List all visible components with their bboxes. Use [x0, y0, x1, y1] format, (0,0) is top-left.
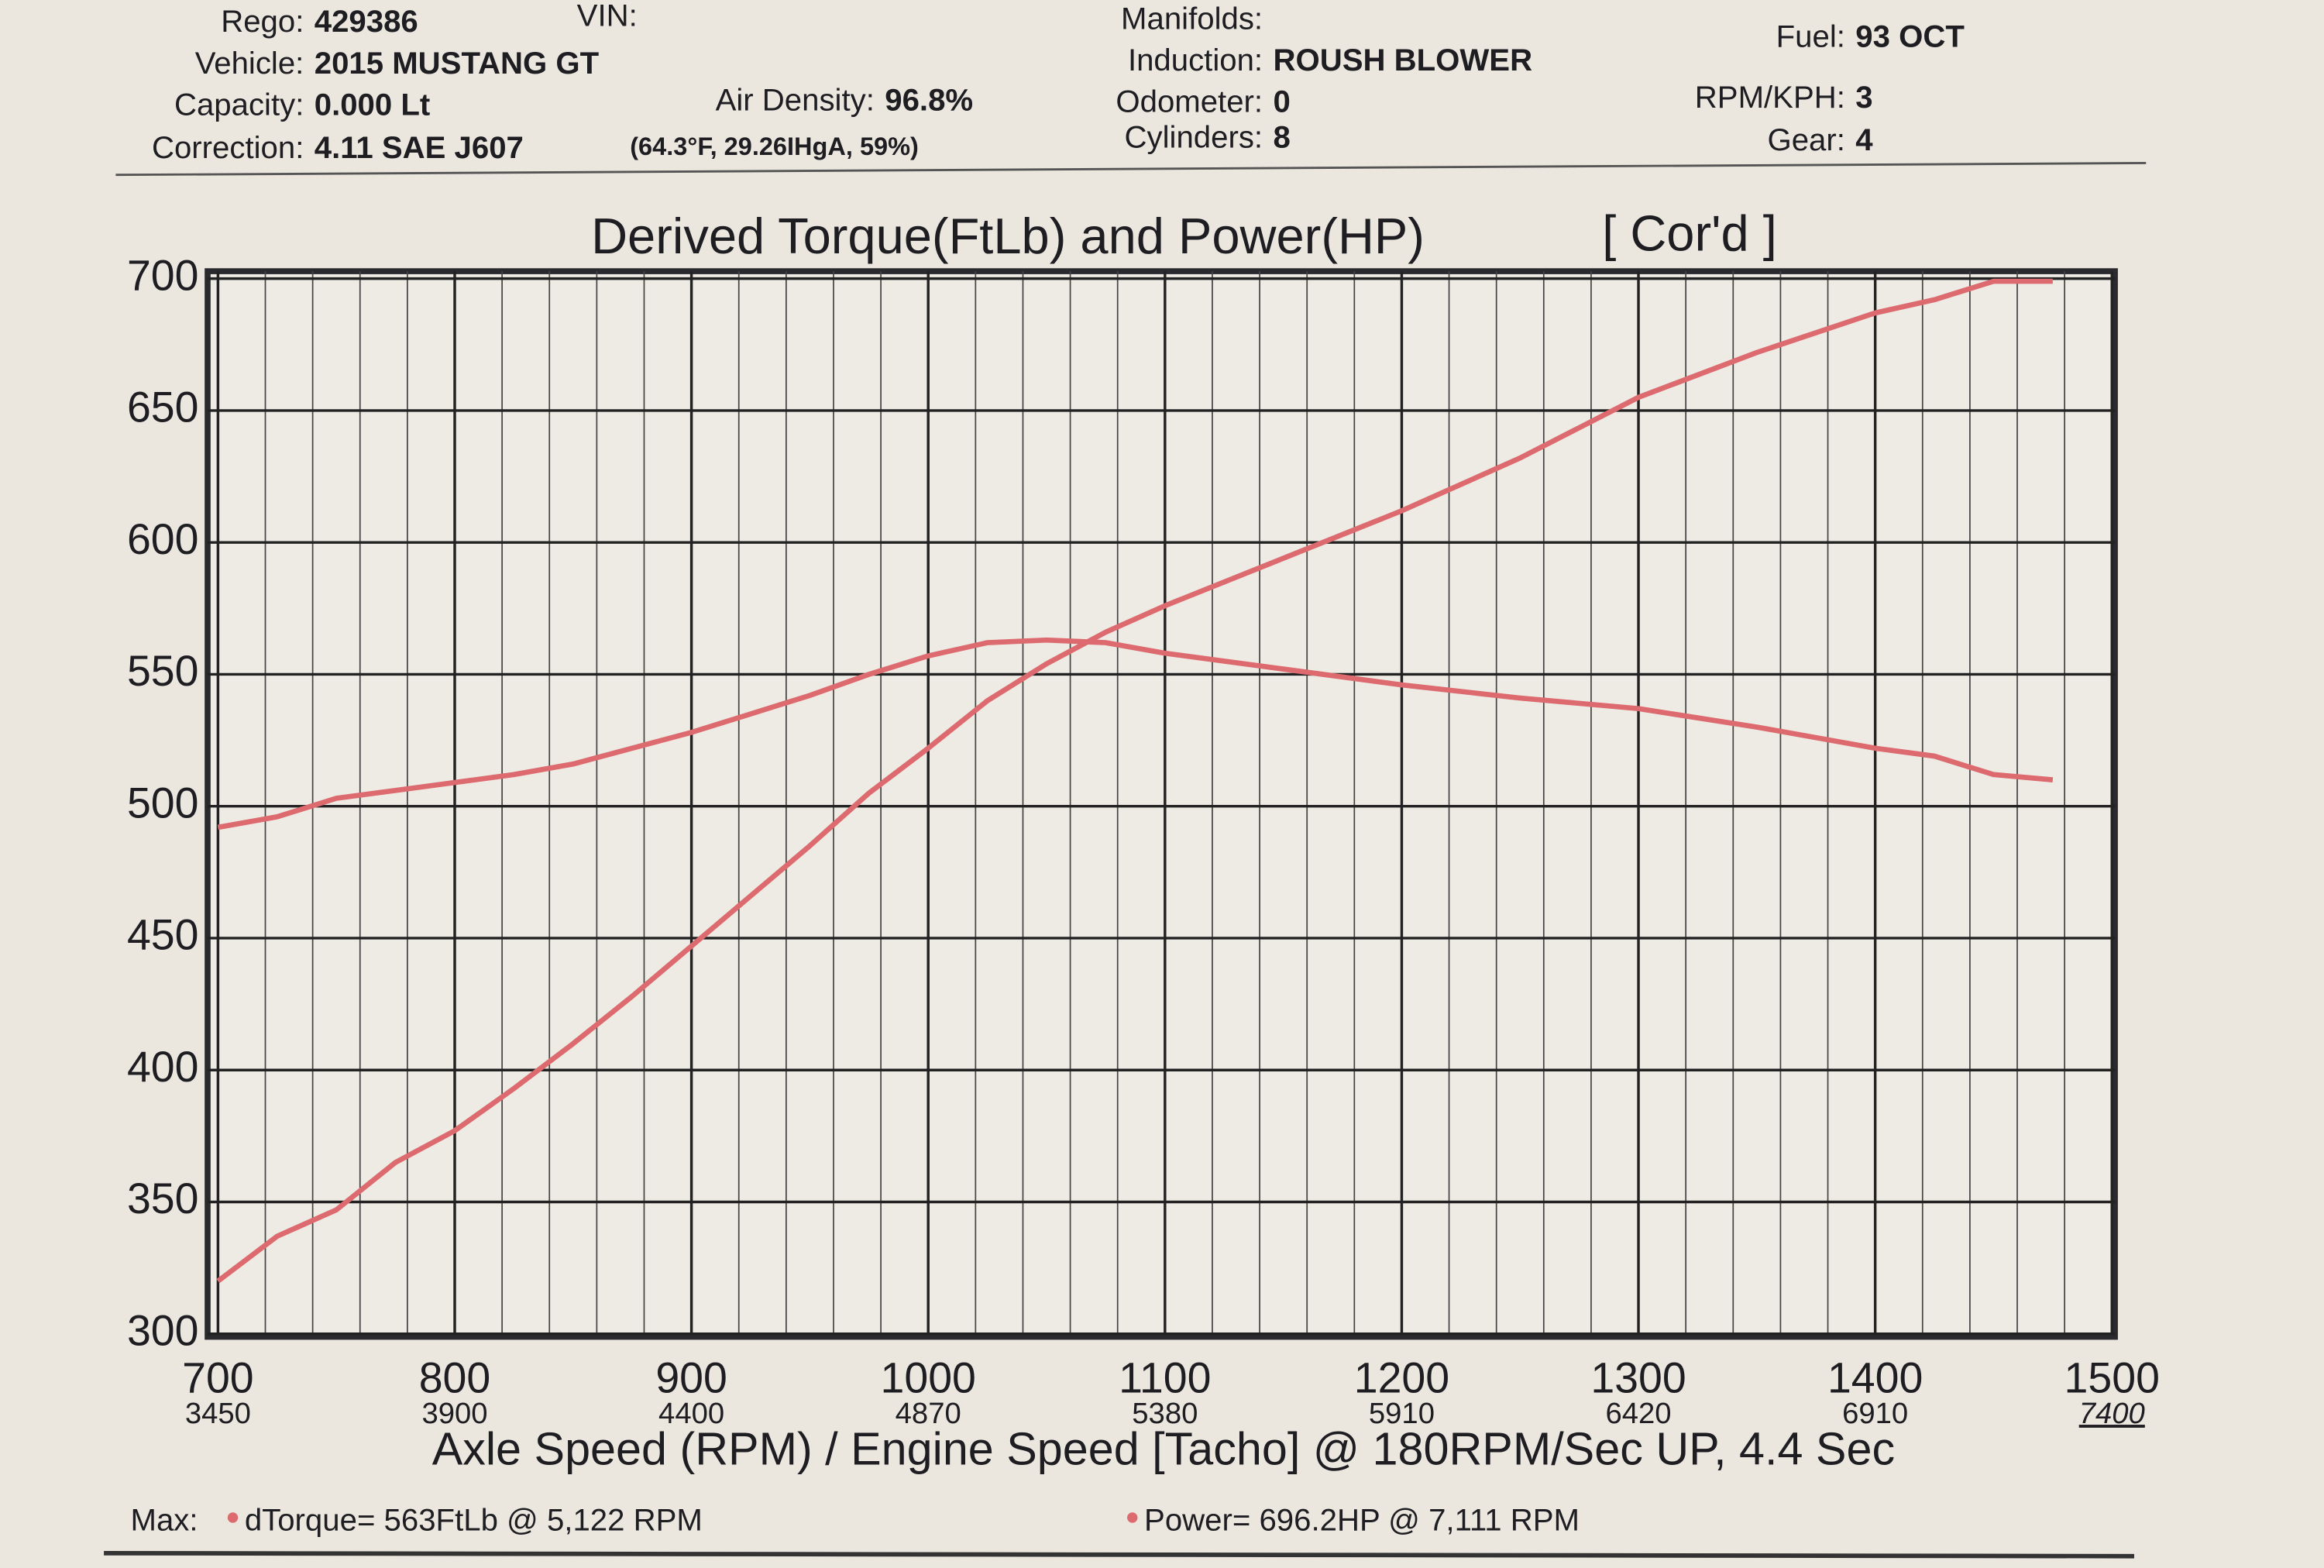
field-label: VIN:: [577, 0, 638, 33]
x-tick-label: 1400: [1827, 1354, 1923, 1402]
x-tick-label: 1200: [1354, 1354, 1449, 1402]
x-tick2-label: 6420: [1605, 1397, 1671, 1430]
y-tick-label: 650: [127, 383, 199, 432]
conditions: (64.3°F, 29.26IHgA, 59%): [630, 132, 919, 160]
field-label: RPM/KPH:: [1695, 80, 1845, 115]
y-tick-label: 450: [127, 911, 199, 959]
y-tick-label: 400: [127, 1043, 199, 1091]
series-line: [216, 278, 2053, 1284]
x-tick-label: 1500: [2064, 1354, 2160, 1402]
y-tick-label: 300: [127, 1306, 199, 1354]
x-tick2-label: 5380: [1132, 1397, 1198, 1430]
field-label: Capacity:: [174, 87, 304, 122]
x-tick2-label: 7400: [2079, 1397, 2145, 1430]
y-tick-label: 600: [127, 515, 199, 563]
x-tick2-label: 5910: [1369, 1397, 1435, 1430]
field-label: Cylinders:: [1125, 119, 1263, 154]
x-tick-label: 900: [655, 1354, 727, 1402]
x-tick-label: 700: [182, 1354, 254, 1402]
field-value: 8: [1273, 119, 1290, 154]
y-tick-label: 500: [127, 779, 199, 827]
plot-area: [205, 268, 2118, 1340]
x-tick2-label: 3900: [421, 1397, 487, 1430]
x-tick-label: 1100: [1119, 1354, 1211, 1402]
field-label: Odometer:: [1116, 84, 1263, 119]
y-tick-label: 550: [127, 647, 199, 695]
chart-subtitle: [ Cor'd ]: [1602, 205, 1777, 261]
footer-rule: [104, 1551, 2134, 1559]
field-label: Correction:: [152, 130, 304, 165]
legend-label: Max:: [131, 1502, 198, 1537]
field-label: Manifolds:: [1121, 1, 1263, 36]
field-label: Rego:: [221, 4, 304, 39]
legend-max: = 563FtLb @ 5,122 RPM: [357, 1502, 703, 1537]
field-value: 4.11 SAE J607: [315, 130, 524, 165]
x-tick2-label: 6910: [1842, 1397, 1908, 1430]
legend-swatch: [1127, 1512, 1138, 1523]
legend-name: dTorque: [245, 1502, 357, 1537]
y-tick-label: 700: [127, 251, 199, 299]
field-label: Fuel:: [1776, 19, 1845, 53]
field-label: Induction:: [1128, 43, 1263, 77]
x-axis-label: Axle Speed (RPM) / Engine Speed [Tacho] …: [432, 1422, 1895, 1474]
x-tick2-label: 4400: [658, 1397, 724, 1430]
x-tick-label: 1000: [881, 1354, 976, 1402]
field-value: 0: [1273, 84, 1290, 119]
field-label: Gear:: [1767, 122, 1844, 157]
field-value: 429386: [315, 4, 418, 39]
field-label: Vehicle:: [195, 46, 304, 81]
field-label: Air Density:: [716, 83, 875, 118]
x-tick-label: 1300: [1590, 1354, 1686, 1402]
field-value: 3: [1855, 80, 1872, 115]
field-value: 0.000 Lt: [315, 87, 431, 122]
field-value: 96.8%: [885, 83, 973, 118]
legend-name: Power: [1144, 1502, 1232, 1537]
y-tick-label: 350: [127, 1174, 199, 1222]
x-tick2-label: 3450: [185, 1397, 251, 1430]
field-value: 2015 MUSTANG GT: [315, 46, 600, 81]
series-line: [217, 637, 2054, 830]
field-value: 4: [1855, 122, 1873, 157]
field-value: ROUSH BLOWER: [1273, 43, 1532, 77]
x-tick-label: 800: [419, 1354, 491, 1402]
legend-max: = 696.2HP @ 7,111 RPM: [1232, 1502, 1580, 1537]
header-rule: [115, 162, 2147, 177]
legend-swatch: [227, 1512, 239, 1523]
x-tick2-label: 4870: [896, 1397, 961, 1430]
field-value: 93 OCT: [1855, 19, 1965, 53]
chart-title: Derived Torque(FtLb) and Power(HP): [591, 208, 1425, 264]
